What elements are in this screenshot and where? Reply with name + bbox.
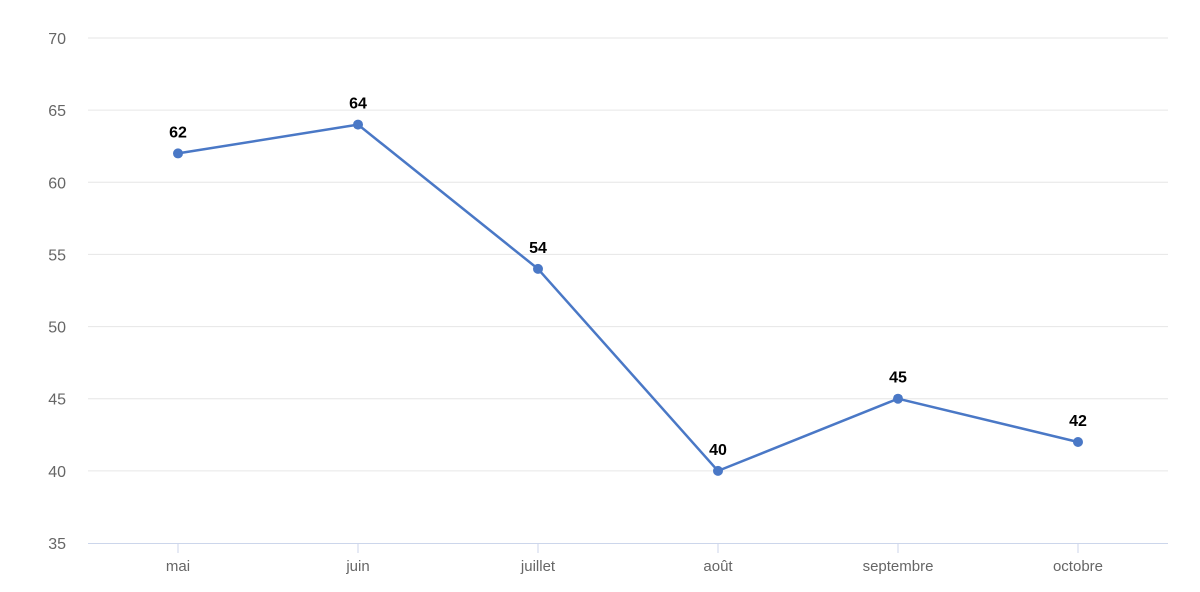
data-point-août[interactable]: [713, 465, 723, 476]
series-line-0: [176, 123, 1080, 473]
data-point-octobre[interactable]: [1073, 437, 1083, 447]
data-point-juin[interactable]: [353, 119, 363, 130]
x-tick-label-0: mai: [166, 558, 190, 575]
data-label-juin: 64: [349, 96, 367, 113]
x-axis-labels: mai juin juillet août septembre octobre: [166, 558, 1103, 575]
data-point-mai[interactable]: [173, 148, 183, 159]
y-axis-labels: 35 40 45 50 55 60 65 70: [48, 31, 66, 553]
x-tick-label-3: août: [703, 558, 733, 575]
data-points: [173, 119, 1083, 476]
y-tick-label-35: 35: [48, 536, 66, 553]
y-tick-label-70: 70: [48, 31, 66, 48]
data-label-août: 40: [709, 442, 727, 459]
data-label-juillet: 54: [529, 240, 547, 257]
x-axis-ticks: [177, 543, 1079, 553]
data-label-mai: 62: [169, 124, 187, 141]
gridlines: [88, 37, 1168, 472]
data-label-octobre: 42: [1069, 413, 1087, 430]
y-tick-label-65: 65: [48, 103, 66, 120]
data-labels: 62 64 54 40 45 42: [169, 96, 1087, 459]
series-group: [176, 123, 1080, 473]
x-tick-label-4: septembre: [863, 558, 934, 575]
data-point-septembre[interactable]: [893, 393, 903, 404]
x-tick-label-5: octobre: [1053, 558, 1103, 575]
data-point-juillet[interactable]: [533, 263, 543, 274]
x-tick-label-1: juin: [345, 558, 369, 575]
y-tick-label-40: 40: [48, 464, 66, 481]
y-tick-label-50: 50: [48, 320, 66, 337]
data-label-septembre: 45: [889, 370, 907, 387]
y-tick-label-60: 60: [48, 175, 66, 192]
y-tick-label-45: 45: [48, 392, 66, 409]
x-tick-label-2: juillet: [520, 558, 556, 575]
y-tick-label-55: 55: [48, 247, 66, 264]
